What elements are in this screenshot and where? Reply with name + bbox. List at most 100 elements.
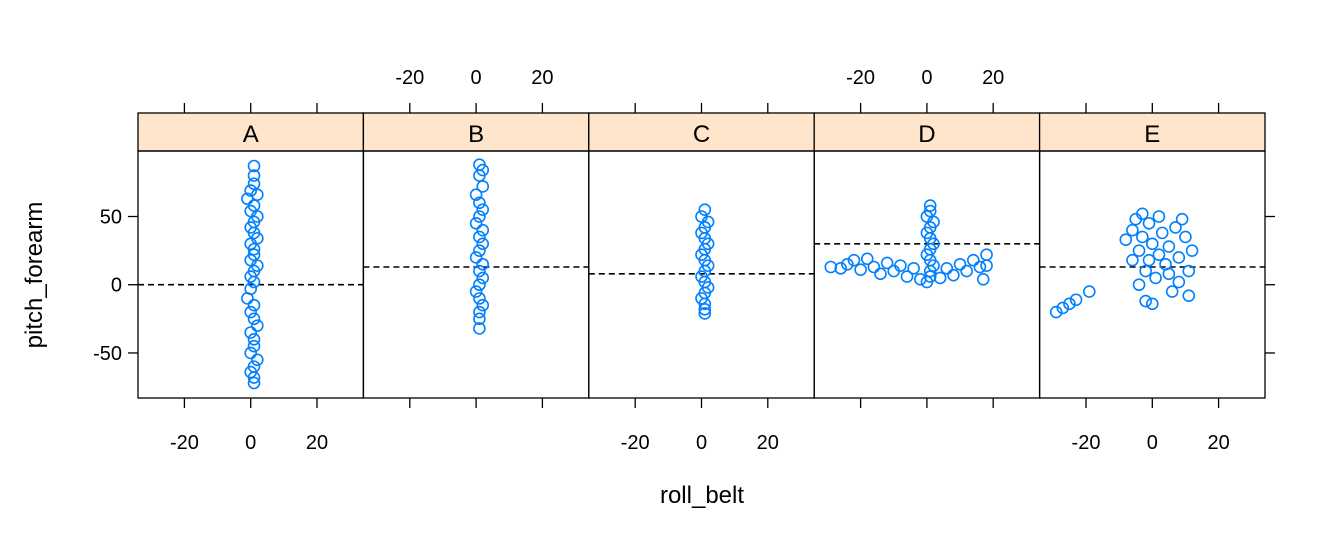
point-D-29 — [933, 271, 947, 285]
point-D-8 — [880, 256, 894, 270]
x-tick-label-A-20: 20 — [306, 432, 328, 454]
point-B-21 — [473, 305, 486, 319]
point-E-14 — [1152, 210, 1166, 223]
x-tick-label-top-D-0: 0 — [921, 67, 932, 89]
point-A-20 — [247, 275, 261, 289]
point-D-3 — [847, 253, 861, 267]
x-tick-label-E-0: 0 — [1147, 432, 1158, 454]
point-B-11 — [476, 237, 490, 251]
strip-label-E: E — [1144, 121, 1160, 148]
point-B-6 — [476, 203, 490, 216]
panel-D: D -20 0 20 — [813, 67, 1041, 408]
point-E-21 — [1175, 212, 1189, 226]
point-C-0 — [698, 203, 712, 216]
point-E-15 — [1155, 226, 1169, 240]
point-A-28 — [247, 333, 261, 346]
point-E-6 — [1126, 223, 1139, 237]
point-A-34 — [247, 371, 261, 384]
point-B-3 — [476, 180, 490, 193]
point-B-15 — [473, 264, 486, 278]
point-D-4 — [854, 263, 867, 277]
point-D-38 — [980, 259, 993, 272]
point-E-17 — [1162, 240, 1176, 253]
point-E-11 — [1142, 217, 1156, 230]
point-E-33 — [1172, 275, 1186, 289]
strip-label-D: D — [918, 121, 935, 148]
point-D-12 — [907, 262, 920, 275]
x-tick-label-E-20: 20 — [1207, 432, 1229, 454]
point-E-1 — [1056, 301, 1070, 315]
point-C-18 — [698, 302, 712, 316]
point-A-14 — [247, 242, 261, 256]
point-B-22 — [473, 312, 486, 326]
panel-C: C -20 0 20 — [588, 103, 815, 454]
point-B-2 — [473, 169, 486, 182]
point-B-8 — [469, 217, 483, 230]
point-E-5 — [1119, 233, 1133, 247]
point-D-36 — [980, 248, 993, 262]
x-tick-label-top-B-0: 0 — [471, 67, 482, 89]
point-A-22 — [241, 292, 254, 305]
panel-B: B -20 0 20 — [362, 67, 590, 408]
point-D-33 — [960, 264, 973, 278]
point-A-31 — [251, 353, 264, 367]
point-B-4 — [469, 188, 483, 201]
point-D-35 — [973, 260, 987, 274]
point-E-0 — [1049, 305, 1063, 319]
y-tick-label--50: -50 — [93, 343, 122, 365]
point-A-3 — [244, 184, 257, 197]
point-E-23 — [1182, 264, 1196, 278]
x-tick-label-A--20: -20 — [170, 432, 199, 454]
point-B-20 — [476, 298, 490, 312]
point-B-17 — [473, 278, 486, 292]
point-A-35 — [247, 376, 261, 390]
point-E-2 — [1063, 297, 1076, 311]
point-B-7 — [473, 210, 486, 223]
point-B-14 — [476, 257, 490, 271]
y-tick-label-0: 0 — [111, 275, 122, 297]
x-tick-label-top-B-20: 20 — [531, 67, 553, 89]
point-D-2 — [841, 257, 854, 271]
y-axis-title: pitch_forearm — [21, 202, 48, 349]
panel-E: E -20 0 20 — [1038, 103, 1266, 454]
point-E-24 — [1185, 244, 1199, 257]
point-C-19 — [698, 307, 712, 320]
x-tick-label-top-D-20: 20 — [982, 67, 1004, 89]
point-E-4 — [1083, 285, 1096, 298]
strip-label-C: C — [693, 121, 710, 148]
point-A-24 — [244, 305, 257, 319]
point-A-26 — [251, 319, 264, 332]
point-D-5 — [860, 252, 874, 266]
point-E-20 — [1172, 251, 1186, 264]
point-D-37 — [976, 272, 990, 286]
point-E-32 — [1162, 267, 1176, 281]
x-tick-label-C-20: 20 — [757, 432, 779, 454]
point-E-28 — [1126, 253, 1139, 267]
point-E-18 — [1165, 285, 1179, 298]
strip-label-B: B — [468, 121, 484, 148]
point-D-6 — [867, 260, 881, 274]
point-D-7 — [874, 267, 887, 281]
panels-layer: A -20 0 20 B -20 0 20 C -20 0 20 D -20 0 20 E -20 0 20 -50 0 5… — [93, 67, 1275, 454]
point-A-29 — [247, 339, 261, 353]
point-E-10 — [1139, 264, 1152, 278]
point-B-13 — [469, 251, 483, 264]
point-A-30 — [244, 346, 257, 360]
x-axis-title: roll_belt — [660, 482, 744, 509]
point-B-16 — [476, 271, 490, 285]
x-tick-label-top-D--20: -20 — [846, 67, 875, 89]
point-D-11 — [900, 270, 914, 283]
point-B-19 — [473, 292, 486, 305]
point-E-3 — [1069, 293, 1083, 307]
point-E-8 — [1132, 244, 1146, 257]
point-E-26 — [1139, 294, 1152, 308]
point-A-5 — [241, 192, 254, 206]
point-C-17 — [698, 297, 712, 311]
point-D-14 — [923, 199, 937, 212]
point-A-0 — [247, 159, 261, 173]
strip-A — [137, 112, 365, 152]
point-E-12 — [1146, 237, 1159, 251]
point-D-0 — [824, 260, 838, 274]
point-E-22 — [1179, 230, 1192, 244]
